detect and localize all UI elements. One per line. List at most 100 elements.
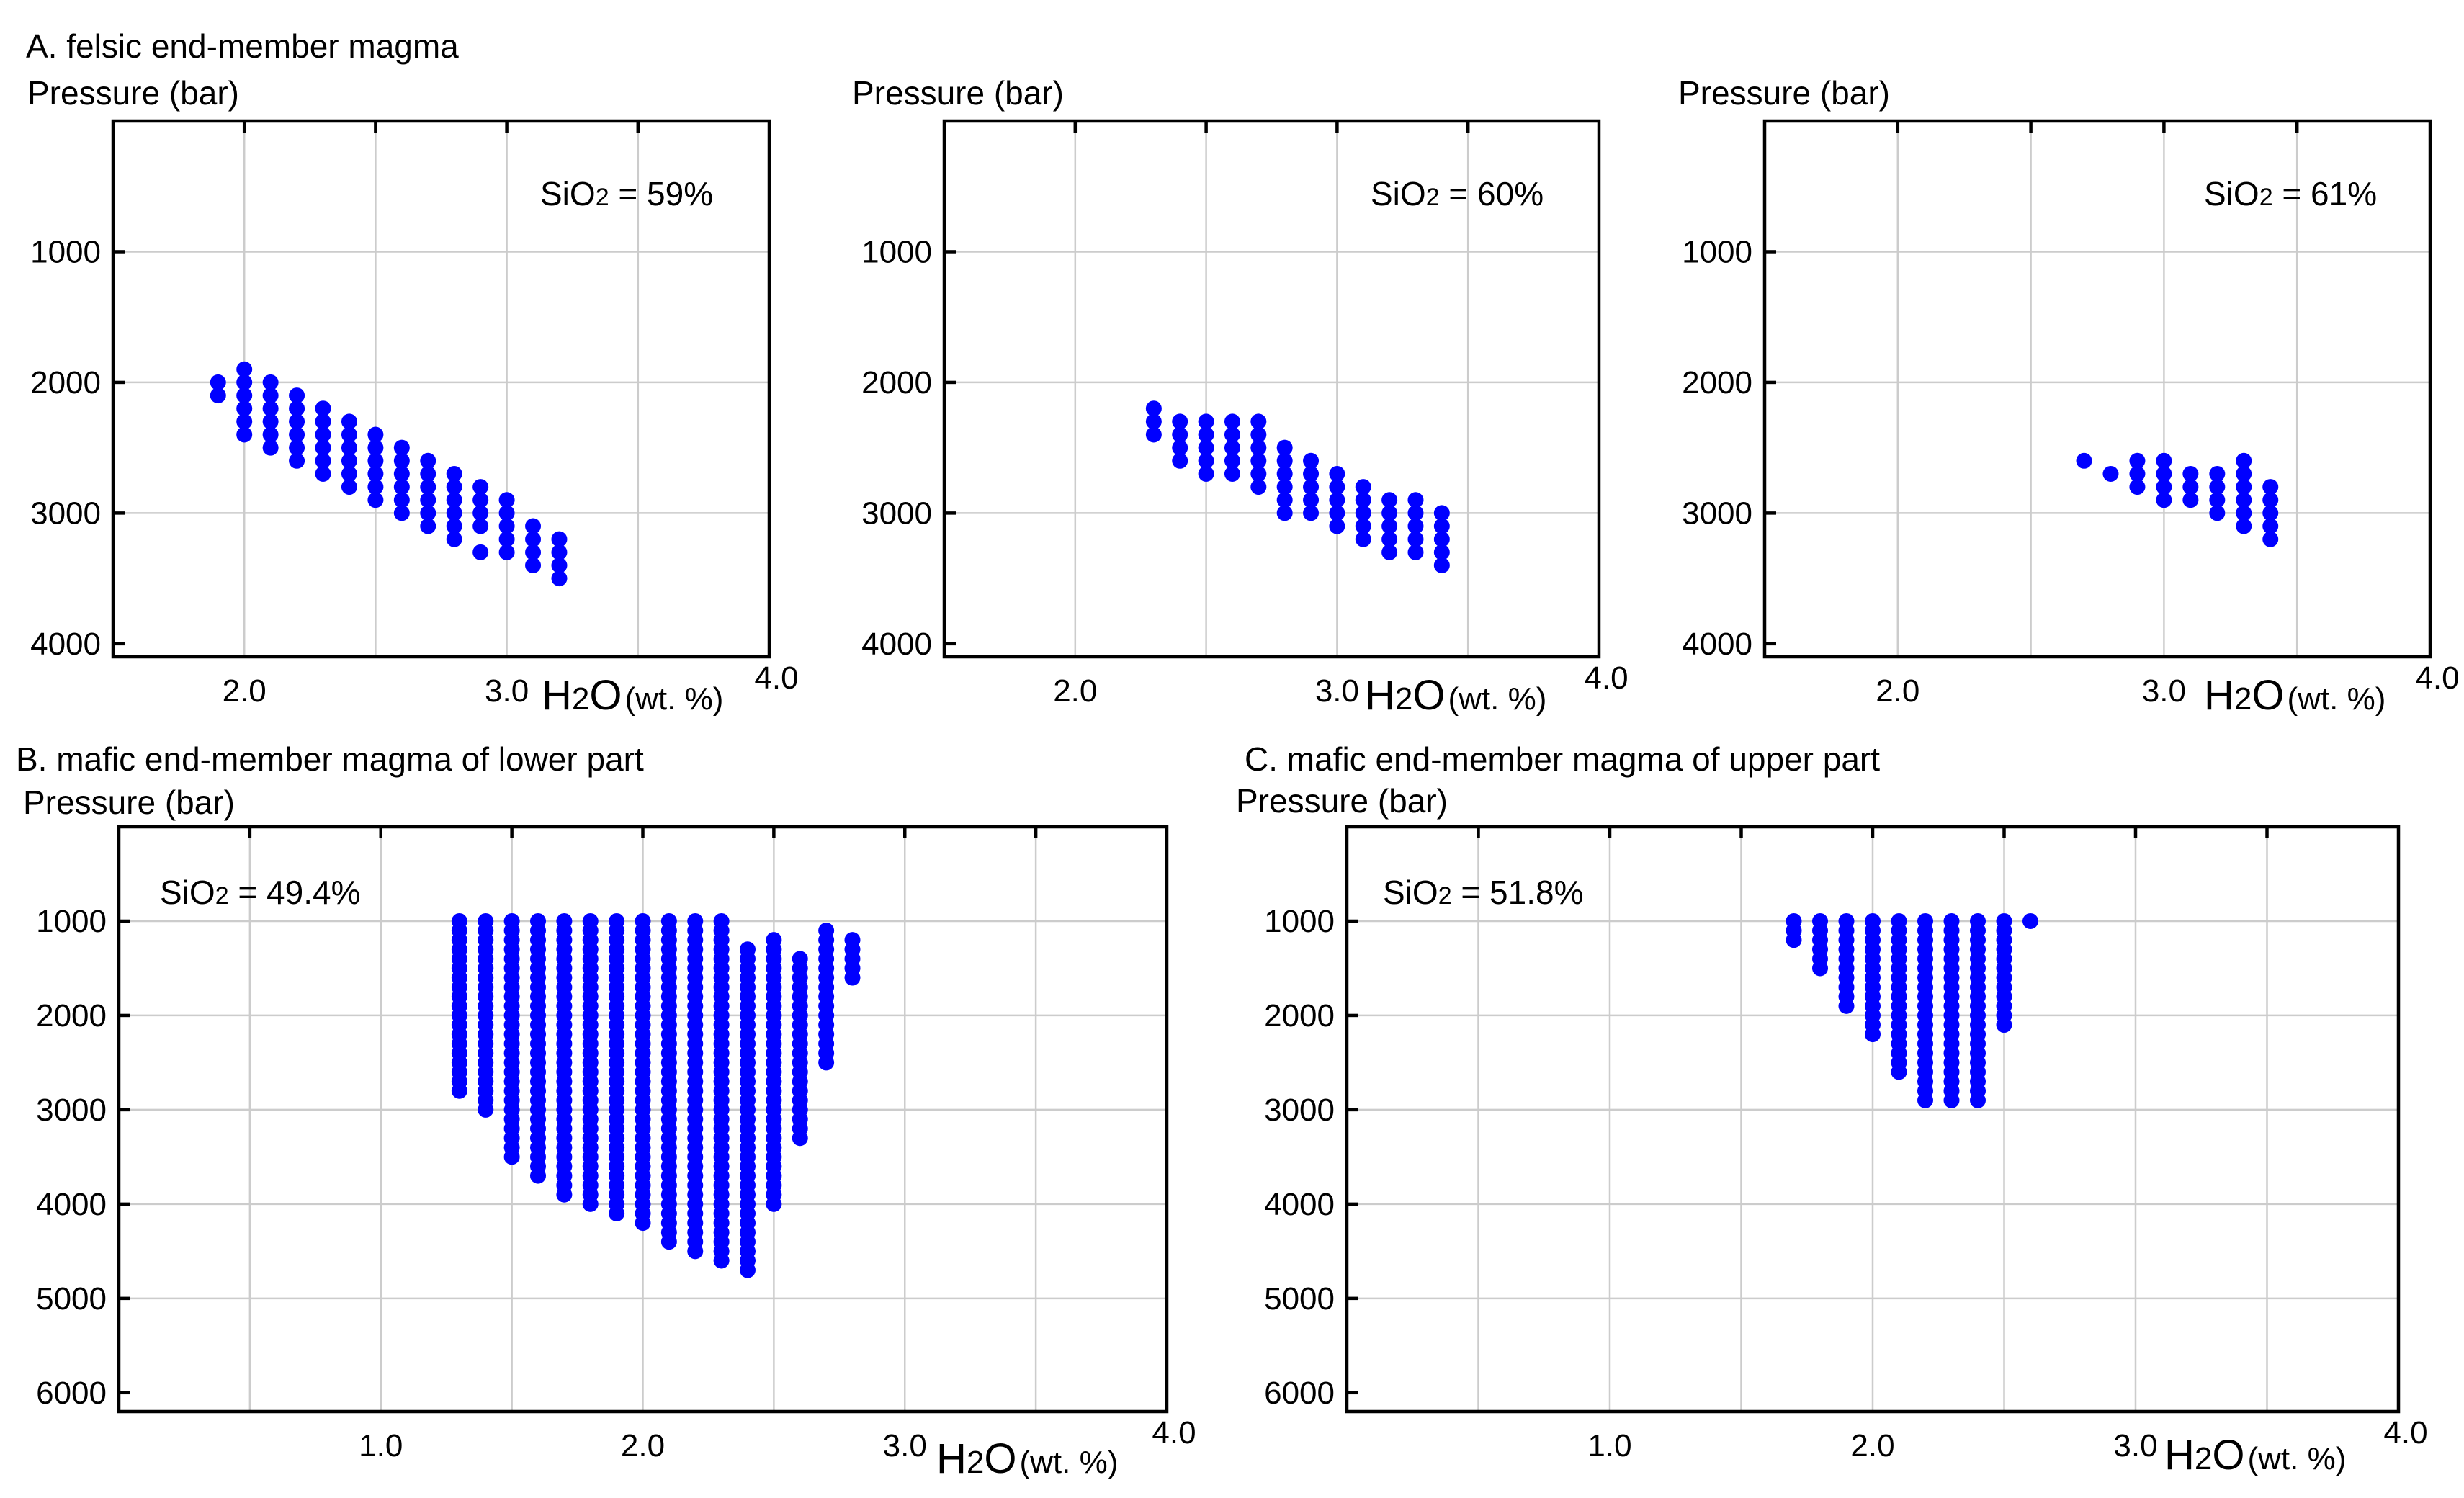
data-point [2129,465,2146,482]
data-point [289,452,305,469]
data-point [1407,544,1424,560]
data-point [341,413,357,430]
data-point [1145,400,1162,417]
data-point [1786,932,1802,948]
data-point [451,1082,467,1099]
x-axis-label: H2O(wt. %) [1365,672,1546,719]
data-point [393,452,410,469]
data-point [262,426,279,443]
sio2-annotation: SiO2 = 60% [1371,175,1544,212]
data-point [582,1196,599,1212]
x-tick-label: 3.0 [2142,673,2186,709]
x-tick-label: 2.0 [1053,673,1097,709]
data-point [1812,960,1828,977]
data-point [367,492,384,508]
data-point [262,387,279,404]
x-tick-label: 2.0 [1850,1428,1894,1463]
data-point [1970,1092,1986,1108]
data-point [2129,479,2146,495]
data-point [478,1101,494,1118]
data-point [1276,492,1293,508]
data-point [498,492,515,508]
data-point [551,557,568,573]
data-points [210,361,568,587]
data-point [2156,479,2172,495]
data-point [446,492,462,508]
y-tick-label: 4000 [1264,1187,1335,1222]
plot-frame [111,119,771,659]
data-point [472,479,489,495]
data-point [1303,492,1320,508]
data-point [315,413,331,430]
data-point [341,426,357,443]
data-point [609,1205,625,1221]
data-point [1381,531,1398,547]
chart-panel-a1: A. felsic end-member magma 1000 2000 3000 40… [26,27,799,719]
y-tick-label: 3000 [861,495,932,531]
y-tick-label: 2000 [36,998,107,1033]
data-point [660,1234,677,1250]
data-point [844,969,861,986]
data-point [1198,465,1214,482]
data-point [1329,492,1345,508]
data-point [393,439,410,456]
data-points [1786,912,2038,1108]
data-point [2262,479,2279,495]
y-tick-label: 1000 [1682,234,1752,269]
data-point [289,439,305,456]
data-point [236,426,253,443]
data-point [1433,531,1450,547]
data-point [1276,452,1293,469]
data-point [393,505,410,521]
data-point [2209,479,2226,495]
x-tick-label: 1.0 [1587,1428,1631,1463]
y-axis-label: Pressure (bar) [852,74,1064,112]
data-point [420,479,436,495]
data-point [446,505,462,521]
chart-panel-a3: 1000 2000 3000 4000 2.0 3.0 4.0 Pressure (bar) H… [1678,74,2460,719]
data-point [2076,452,2092,469]
data-point [367,452,384,469]
data-point [1198,426,1214,443]
data-point [1250,465,1267,482]
x-axis-label: H2O(wt. %) [2164,1432,2346,1479]
data-points [451,912,861,1278]
data-point [1145,426,1162,443]
data-point [740,1262,756,1278]
data-point [818,1054,835,1071]
data-point [341,479,357,495]
data-point [498,531,515,547]
data-point [1224,413,1240,430]
y-tick-label: 1000 [1264,904,1335,939]
data-point [1433,557,1450,573]
data-point [236,413,253,430]
data-point [367,439,384,456]
y-tick-label: 2000 [861,365,932,400]
data-point [315,426,331,443]
y-tick-label: 4000 [30,627,101,662]
data-point [472,505,489,521]
chart-panel-a2: 1000 2000 3000 4000 2.0 3.0 4.0 Pressure (bar) H… [852,74,1629,719]
data-point [525,518,542,534]
data-point [525,557,542,573]
y-tick-label: 3000 [1682,495,1752,531]
plot-frame [1762,119,2432,659]
data-point [1276,479,1293,495]
data-point [503,1149,520,1165]
x-tick-label: 3.0 [1315,673,1359,709]
data-point [1329,505,1345,521]
data-point [1303,505,1320,521]
data-point [289,387,305,404]
data-points [1145,400,1450,573]
data-point [210,374,226,390]
x-tick-label: 3.0 [485,673,529,709]
data-point [210,387,226,404]
data-point [367,465,384,482]
data-point [1838,997,1855,1014]
data-point [1250,413,1267,430]
data-point [1381,544,1398,560]
data-point [236,387,253,404]
sio2-annotation: SiO2 = 49.4% [160,874,360,911]
x-tick-label: 3.0 [2113,1428,2157,1463]
data-point [2102,465,2119,482]
